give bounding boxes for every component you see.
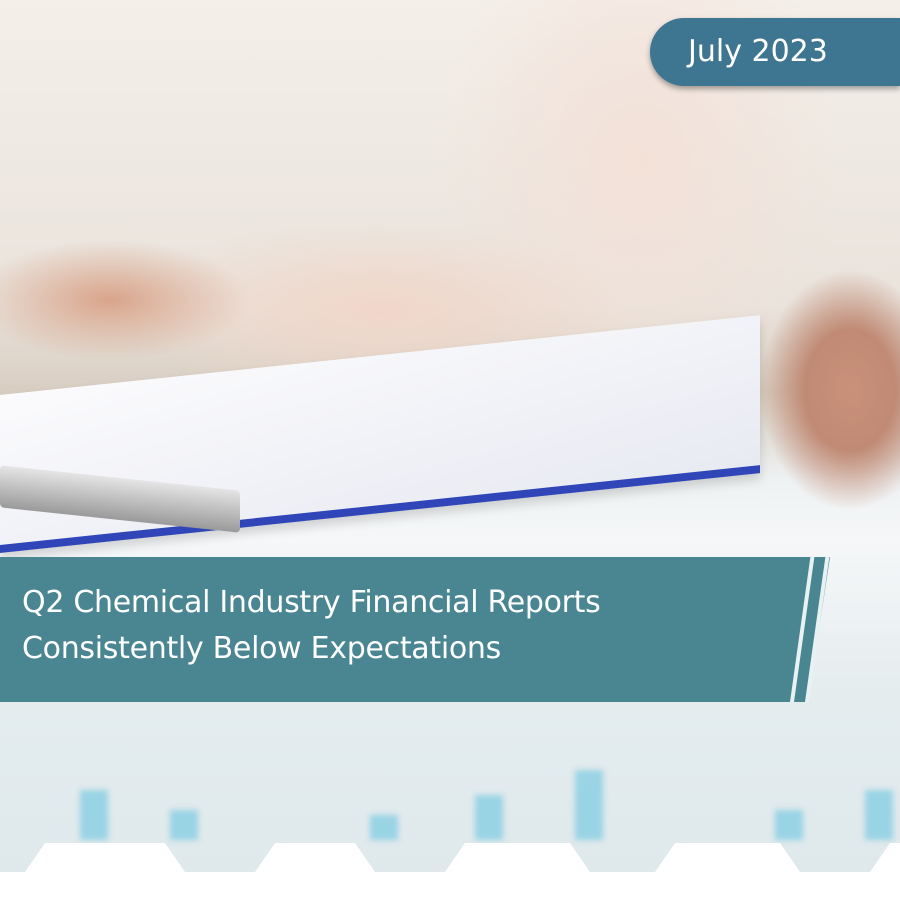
date-text: July 2023 — [688, 34, 828, 69]
date-badge: July 2023 — [650, 18, 900, 86]
title-line-2: Consistently Below Expectations — [22, 631, 501, 666]
background-photo — [0, 0, 900, 872]
title-banner — [0, 557, 830, 702]
title-line-1: Q2 Chemical Industry Financial Reports — [22, 585, 601, 620]
banner-title: Q2 Chemical Industry Financial Reports C… — [22, 580, 782, 672]
blurred-chart-bars — [0, 720, 900, 840]
